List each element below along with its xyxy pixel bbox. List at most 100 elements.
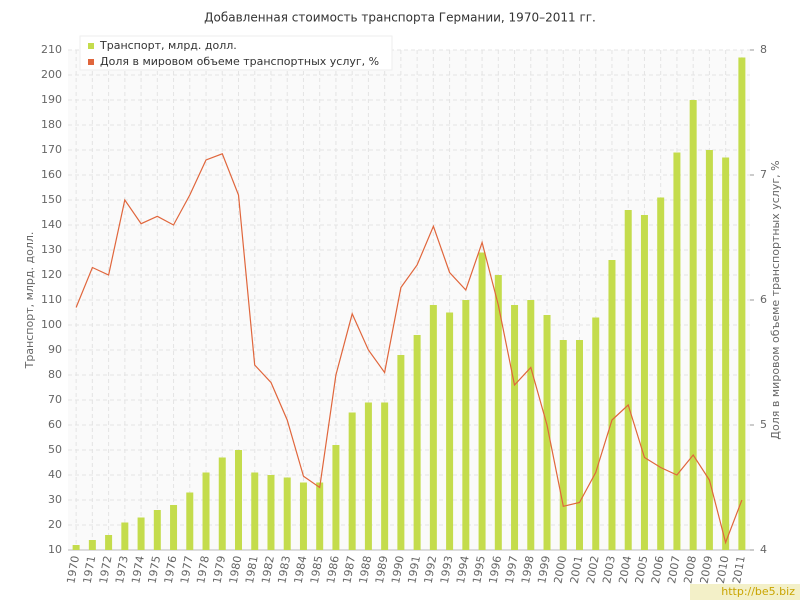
x-tick-label: 1973 xyxy=(113,555,131,585)
bar xyxy=(381,402,389,550)
y-tick-label: 210 xyxy=(41,43,62,56)
x-tick-label: 1975 xyxy=(146,555,164,585)
x-tick-label: 2000 xyxy=(552,555,570,585)
bar xyxy=(738,57,746,550)
bar xyxy=(202,472,210,550)
bar xyxy=(364,402,372,550)
bar xyxy=(283,477,291,550)
x-tick-label: 1982 xyxy=(259,555,277,585)
bar xyxy=(332,445,340,550)
bar xyxy=(105,535,113,550)
bar xyxy=(299,482,307,550)
bar xyxy=(316,482,324,550)
x-tick-label: 1995 xyxy=(470,555,488,585)
y2-tick-label: 5 xyxy=(760,418,767,431)
y2-tick-label: 8 xyxy=(760,43,767,56)
y-tick-label: 100 xyxy=(41,318,62,331)
y-tick-label: 60 xyxy=(48,418,62,431)
x-tick-label: 1980 xyxy=(227,555,245,585)
bar xyxy=(137,517,145,550)
bar xyxy=(153,510,161,550)
x-tick-label: 2003 xyxy=(600,555,618,585)
x-tick-label: 1976 xyxy=(162,555,180,585)
legend-label: Транспорт, млрд. долл. xyxy=(99,39,237,52)
x-tick-label: 2001 xyxy=(568,555,586,585)
x-tick-label: 2009 xyxy=(698,555,716,585)
legend-label: Доля в мировом объеме транспортных услуг… xyxy=(100,55,379,68)
x-tick-label: 1985 xyxy=(308,555,326,585)
bar xyxy=(413,335,421,550)
legend-box xyxy=(79,35,393,71)
y-tick-label: 140 xyxy=(41,218,62,231)
x-tick-label: 1971 xyxy=(81,555,99,585)
y-tick-label: 30 xyxy=(48,493,62,506)
x-tick-label: 1977 xyxy=(178,555,196,585)
x-tick-label: 1970 xyxy=(64,555,82,585)
x-tick-label: 1994 xyxy=(454,555,472,585)
x-tick-label: 2005 xyxy=(633,555,651,585)
line xyxy=(75,153,743,545)
bar xyxy=(429,305,437,550)
bar xyxy=(576,340,583,550)
bar xyxy=(608,260,616,550)
y-tick-label: 120 xyxy=(41,268,62,281)
bar xyxy=(218,457,226,550)
bar xyxy=(462,300,470,550)
bar xyxy=(640,215,648,550)
y-tick-label: 200 xyxy=(41,68,62,81)
legend-swatch xyxy=(88,59,94,65)
x-tick-label: 2011 xyxy=(730,555,748,585)
bar xyxy=(527,300,535,550)
x-tick-label: 1972 xyxy=(97,555,115,585)
bar xyxy=(559,340,567,550)
x-tick-label: 1999 xyxy=(535,555,553,585)
y-tick-label: 160 xyxy=(41,168,62,181)
x-tick-label: 2004 xyxy=(616,555,634,585)
bar xyxy=(657,197,665,550)
x-tick-label: 1981 xyxy=(243,555,261,585)
y-tick-label: 110 xyxy=(41,293,62,306)
chart-title: Добавленная стоимость транспорта Германи… xyxy=(204,11,596,25)
bar xyxy=(397,355,405,550)
y-tick-label: 10 xyxy=(48,543,62,556)
watermark-bg xyxy=(690,584,800,600)
bar xyxy=(673,152,681,550)
y2-tick-label: 7 xyxy=(760,168,767,181)
x-tick-label: 1992 xyxy=(422,555,440,585)
y-tick-label: 180 xyxy=(41,118,62,131)
x-tick-label: 1986 xyxy=(324,555,342,585)
bar xyxy=(511,305,519,550)
y-axis-label: Транспорт, млрд. долл. xyxy=(23,232,36,370)
x-tick-label: 2007 xyxy=(665,555,683,585)
y-tick-label: 190 xyxy=(41,93,62,106)
bar xyxy=(72,545,80,550)
bar xyxy=(170,505,178,550)
x-tick-label: 1983 xyxy=(275,555,293,585)
bar xyxy=(348,412,356,550)
x-tick-label: 1988 xyxy=(357,555,375,585)
x-tick-label: 1998 xyxy=(519,555,537,585)
x-tick-label: 1974 xyxy=(129,555,147,585)
bar xyxy=(592,317,600,550)
y-tick-label: 20 xyxy=(48,518,62,531)
y-tick-label: 40 xyxy=(48,468,62,481)
bar xyxy=(446,312,454,550)
y-tick-label: 80 xyxy=(48,368,62,381)
x-tick-label: 1996 xyxy=(487,555,505,585)
x-tick-label: 1989 xyxy=(373,555,391,585)
x-tick-label: 1993 xyxy=(438,555,456,585)
y-tick-label: 70 xyxy=(48,393,62,406)
bar xyxy=(543,315,551,550)
y-tick-label: 150 xyxy=(41,193,62,206)
legend-swatch xyxy=(88,43,94,49)
bar xyxy=(478,252,486,550)
bar xyxy=(722,157,730,550)
x-tick-label: 1979 xyxy=(211,555,229,585)
bar xyxy=(267,475,275,550)
bar xyxy=(186,492,194,550)
bar xyxy=(251,472,259,550)
x-tick-label: 1990 xyxy=(389,555,407,585)
x-tick-label: 1987 xyxy=(340,555,358,585)
x-tick-label: 1997 xyxy=(503,555,521,585)
